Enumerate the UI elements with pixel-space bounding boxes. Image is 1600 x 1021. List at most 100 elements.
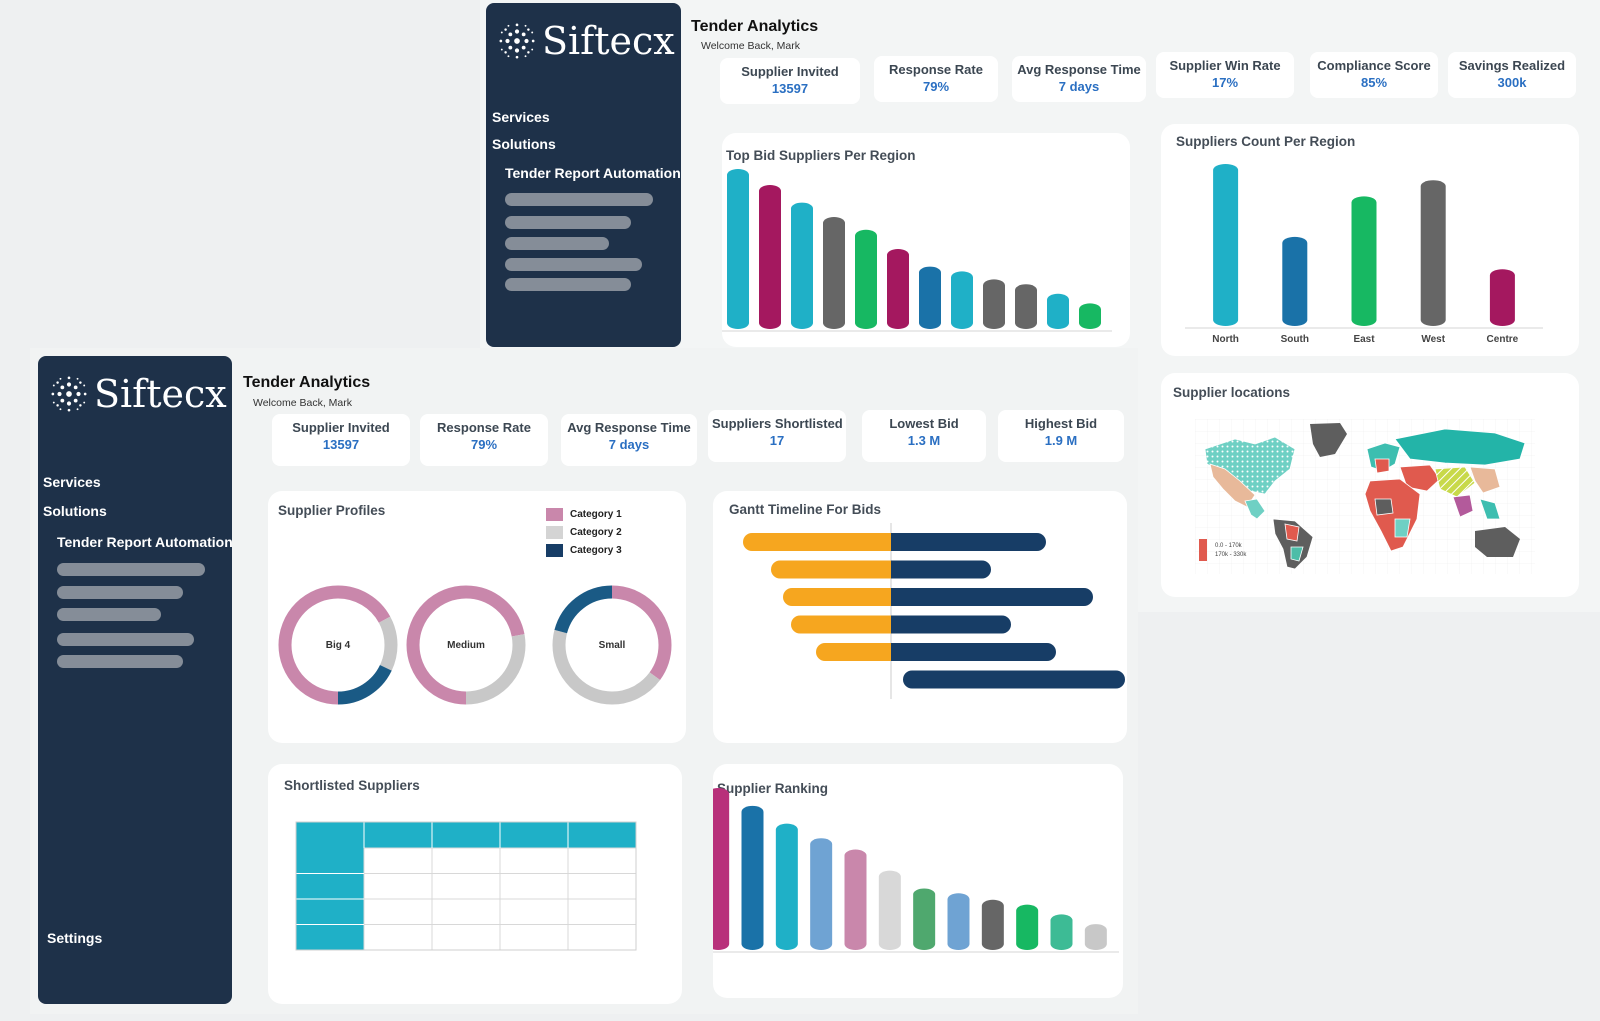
- brand-logo[interactable]: Siftecx: [50, 372, 227, 416]
- gantt-bar-pre[interactable]: [771, 560, 900, 579]
- table-cell[interactable]: [567, 898, 637, 925]
- welcome-message: Welcome Back, Mark: [701, 40, 800, 52]
- table-header-row: [296, 822, 636, 848]
- table-cell[interactable]: [567, 873, 637, 900]
- bar[interactable]: [1351, 196, 1377, 326]
- bar[interactable]: [878, 870, 901, 950]
- shortlisted-suppliers-table[interactable]: [268, 764, 682, 1004]
- kpi-savings-realized[interactable]: Savings Realized 300k: [1448, 52, 1576, 98]
- gantt-bar-pre[interactable]: [791, 615, 900, 634]
- world-map[interactable]: 0.0 - 170k 170k - 330k: [1195, 419, 1535, 574]
- gantt-bar-post[interactable]: [891, 643, 1056, 661]
- table-cell[interactable]: [499, 847, 569, 874]
- gantt-bar-post[interactable]: [891, 533, 1046, 551]
- table-cell[interactable]: [431, 847, 501, 874]
- gantt-bar-pre[interactable]: [783, 588, 900, 606]
- donut-segment[interactable]: [552, 585, 672, 705]
- donut-segment[interactable]: [278, 585, 398, 705]
- bar[interactable]: [1047, 293, 1069, 329]
- bar[interactable]: [1282, 236, 1308, 326]
- nav-tender-report-automation[interactable]: Tender Report Automation: [57, 534, 233, 550]
- bar[interactable]: [951, 271, 973, 329]
- kpi-compliance-score[interactable]: Compliance Score 85%: [1310, 52, 1438, 98]
- nav-tender-report-automation[interactable]: Tender Report Automation: [505, 165, 681, 181]
- bar[interactable]: [844, 849, 867, 950]
- table-cell[interactable]: [431, 898, 501, 925]
- nav-services[interactable]: Services: [492, 109, 550, 125]
- gantt-bar-pre[interactable]: [816, 643, 900, 661]
- bar[interactable]: [1213, 164, 1239, 326]
- table-cell[interactable]: [431, 873, 501, 900]
- kpi-value: 7 days: [1058, 79, 1100, 94]
- table-cell[interactable]: [363, 847, 433, 874]
- bar[interactable]: [855, 229, 877, 329]
- bar[interactable]: [1420, 180, 1446, 326]
- bar[interactable]: [981, 899, 1004, 950]
- map-legend-item: 0.0 - 170k: [1215, 543, 1243, 549]
- brand-name: Siftecx: [542, 19, 675, 63]
- x-tick-label: West: [1421, 334, 1445, 345]
- kpi-supplier-invited[interactable]: Supplier Invited 13597: [720, 58, 860, 104]
- kpi-label: Supplier Invited: [292, 420, 390, 435]
- kpi-highest-bid[interactable]: Highest Bid 1.9 M: [998, 410, 1124, 462]
- bar[interactable]: [983, 279, 1005, 329]
- gantt-bar-post[interactable]: [891, 588, 1093, 606]
- kpi-supplier-win-rate[interactable]: Supplier Win Rate 17%: [1156, 52, 1294, 98]
- kpi-suppliers-shortlisted[interactable]: Suppliers Shortlisted 17: [708, 410, 846, 462]
- kpi-lowest-bid[interactable]: Lowest Bid 1.3 M: [862, 410, 986, 462]
- nav-services[interactable]: Services: [43, 474, 101, 490]
- bar[interactable]: [1016, 904, 1039, 950]
- donut-segment[interactable]: [278, 585, 398, 705]
- table-border: [295, 821, 637, 951]
- table-cell[interactable]: [567, 924, 637, 951]
- bar[interactable]: [727, 169, 749, 329]
- donut-segment[interactable]: [552, 585, 672, 705]
- bar[interactable]: [741, 805, 764, 950]
- bar[interactable]: [887, 249, 909, 329]
- nav-settings[interactable]: Settings: [47, 930, 103, 946]
- nav-placeholder-line: [505, 193, 653, 206]
- kpi-response-rate[interactable]: Response Rate 79%: [420, 414, 548, 466]
- bar[interactable]: [919, 266, 941, 329]
- table-cell[interactable]: [567, 847, 637, 874]
- gantt-bar-pre[interactable]: [743, 533, 900, 551]
- gantt-bar-post[interactable]: [891, 560, 991, 579]
- gantt-bar-post[interactable]: [903, 670, 1125, 689]
- bar[interactable]: [713, 788, 730, 950]
- donut-segment[interactable]: [406, 585, 526, 705]
- bar[interactable]: [947, 893, 970, 950]
- brand-logo[interactable]: Siftecx: [498, 19, 675, 63]
- kpi-response-rate[interactable]: Response Rate 79%: [874, 56, 998, 102]
- logo-burst-icon: [51, 376, 87, 412]
- nav-solutions[interactable]: Solutions: [492, 136, 556, 152]
- legend-label: Category 1: [570, 508, 622, 520]
- kpi-supplier-invited[interactable]: Supplier Invited 13597: [272, 414, 410, 466]
- bar[interactable]: [1084, 924, 1107, 950]
- table-cell[interactable]: [363, 924, 433, 951]
- table-cell[interactable]: [363, 873, 433, 900]
- bar[interactable]: [759, 185, 781, 329]
- gantt-bar-post[interactable]: [891, 615, 1011, 634]
- table-cell[interactable]: [499, 873, 569, 900]
- bar[interactable]: [823, 217, 845, 329]
- supplier-profiles-card: Supplier Profiles Category 1 Category 2 …: [268, 491, 686, 743]
- bar[interactable]: [1015, 284, 1037, 329]
- kpi-label: Compliance Score: [1317, 58, 1431, 73]
- bar[interactable]: [810, 838, 833, 950]
- bar[interactable]: [1050, 914, 1073, 950]
- table-cell[interactable]: [363, 898, 433, 925]
- supplier-locations-card: Supplier locations: [1161, 373, 1579, 597]
- table-cell[interactable]: [431, 924, 501, 951]
- kpi-avg-response-time[interactable]: Avg Response Time 7 days: [561, 414, 697, 466]
- nav-solutions[interactable]: Solutions: [43, 503, 107, 519]
- kpi-value: 1.9 M: [1044, 433, 1078, 448]
- bar[interactable]: [775, 823, 798, 950]
- kpi-avg-response-time[interactable]: Avg Response Time 7 days: [1012, 56, 1146, 102]
- bar[interactable]: [1489, 269, 1515, 326]
- kpi-label: Avg Response Time: [567, 420, 691, 435]
- bar[interactable]: [913, 888, 936, 950]
- bar[interactable]: [1079, 303, 1101, 329]
- table-cell[interactable]: [499, 898, 569, 925]
- table-cell[interactable]: [499, 924, 569, 951]
- bar[interactable]: [791, 202, 813, 329]
